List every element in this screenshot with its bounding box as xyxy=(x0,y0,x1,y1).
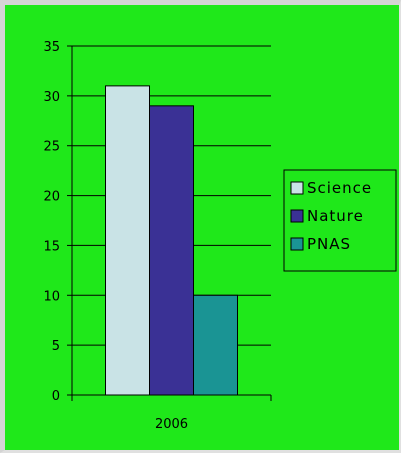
x-tick-label: 2006 xyxy=(155,417,188,432)
bar-chart: 0 5 10 15 20 25 30 35 2006 Science Nature PNAS xyxy=(5,5,399,450)
y-tick-label: 15 xyxy=(43,239,60,254)
legend: Science Nature PNAS xyxy=(283,169,397,272)
y-tick-label: 30 xyxy=(43,90,60,105)
legend-swatch-pnas xyxy=(290,237,304,251)
legend-swatch-nature xyxy=(290,209,304,223)
y-tick-label: 10 xyxy=(43,289,60,304)
y-tick-label: 20 xyxy=(43,190,60,205)
plot-area: 0 5 10 15 20 25 30 35 2006 xyxy=(43,40,272,432)
bar-science xyxy=(105,85,150,396)
legend-label-nature: Nature xyxy=(307,207,364,225)
y-tick-label: 5 xyxy=(52,339,60,354)
bar-nature xyxy=(149,105,194,396)
legend-swatch-science xyxy=(290,181,304,195)
y-tick-label: 35 xyxy=(43,40,60,55)
bar-pnas xyxy=(193,294,238,396)
legend-label-pnas: PNAS xyxy=(307,235,351,253)
legend-label-science: Science xyxy=(307,179,372,197)
y-tick-label: 25 xyxy=(43,140,60,155)
y-tick-label: 0 xyxy=(52,389,60,404)
